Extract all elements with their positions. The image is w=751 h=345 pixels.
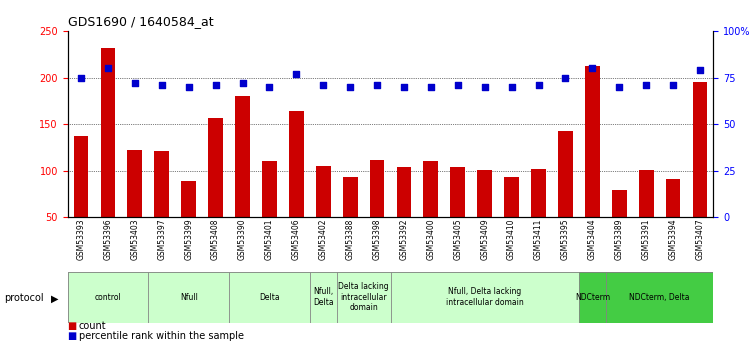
Bar [612,190,626,264]
Text: GSM53402: GSM53402 [318,218,327,260]
Bar [229,272,309,323]
Text: GSM53390: GSM53390 [238,218,247,260]
Text: GSM53401: GSM53401 [265,218,274,260]
Bar [342,177,357,264]
Text: GSM53394: GSM53394 [668,218,677,260]
Bar [451,167,465,264]
Point [182,84,195,90]
Point [694,67,706,73]
Text: GSM53405: GSM53405 [454,218,463,260]
Bar [101,48,116,264]
Text: GSM53410: GSM53410 [507,218,516,260]
Text: GSM53398: GSM53398 [372,218,382,260]
Text: count: count [79,321,107,331]
Text: Nfull: Nfull [179,293,198,302]
Point [559,75,572,80]
Text: GSM53399: GSM53399 [184,218,193,260]
Bar [149,272,229,323]
Point [505,84,517,90]
Bar [397,167,412,264]
Bar [606,272,713,323]
Bar [478,170,492,264]
Point [75,75,87,80]
Point [210,82,222,88]
Point [425,84,437,90]
Text: GSM53408: GSM53408 [211,218,220,260]
Point [155,82,167,88]
Bar [128,150,142,264]
Text: ■: ■ [68,321,77,331]
Bar [391,272,579,323]
Text: GSM53404: GSM53404 [588,218,597,260]
Text: Delta lacking
intracellular
domain: Delta lacking intracellular domain [338,282,389,312]
Bar [504,177,519,264]
Text: NDCterm, Delta: NDCterm, Delta [629,293,690,302]
Text: GSM53396: GSM53396 [104,218,113,260]
Bar [289,111,303,264]
Text: GSM53389: GSM53389 [615,218,624,260]
Text: GSM53397: GSM53397 [157,218,166,260]
Text: GSM53388: GSM53388 [345,218,354,260]
Text: percentile rank within the sample: percentile rank within the sample [79,332,244,341]
Point [667,82,679,88]
Point [344,84,356,90]
Bar [585,66,600,264]
Text: Nfull, Delta lacking
intracellular domain: Nfull, Delta lacking intracellular domai… [446,287,523,307]
Bar [424,160,439,264]
Text: Nfull,
Delta: Nfull, Delta [313,287,333,307]
Bar [579,272,606,323]
Text: GSM53407: GSM53407 [695,218,704,260]
Point [452,82,464,88]
Bar [181,181,196,264]
Bar [336,272,391,323]
Point [614,84,626,90]
Text: GSM53409: GSM53409 [480,218,489,260]
Point [291,71,303,77]
Text: protocol: protocol [4,294,44,303]
Bar [639,170,653,264]
Text: GDS1690 / 1640584_at: GDS1690 / 1640584_at [68,16,213,29]
Text: GSM53403: GSM53403 [131,218,140,260]
Text: GSM53406: GSM53406 [292,218,301,260]
Bar [68,272,149,323]
Text: GSM53391: GSM53391 [641,218,650,260]
Bar [262,161,277,264]
Bar [208,118,223,264]
Point [129,80,141,86]
Text: GSM53395: GSM53395 [561,218,570,260]
Text: GSM53400: GSM53400 [427,218,436,260]
Text: GSM53393: GSM53393 [77,218,86,260]
Bar [531,169,546,264]
Text: control: control [95,293,122,302]
Text: Delta: Delta [259,293,279,302]
Text: GSM53411: GSM53411 [534,218,543,260]
Text: ▶: ▶ [51,294,59,303]
Bar [558,131,573,264]
Point [237,80,249,86]
Point [532,82,544,88]
Point [264,84,276,90]
Bar [369,160,385,264]
Bar [74,136,89,264]
Bar [692,82,707,264]
Point [371,82,383,88]
Bar [316,166,330,264]
Point [102,66,114,71]
Bar [235,96,250,264]
Point [398,84,410,90]
Bar [155,151,169,264]
Text: NDCterm: NDCterm [575,293,610,302]
Point [640,82,652,88]
Bar [309,272,336,323]
Point [317,82,329,88]
Point [587,66,599,71]
Text: ■: ■ [68,332,77,341]
Text: GSM53392: GSM53392 [400,218,409,260]
Point [478,84,490,90]
Bar [665,179,680,264]
